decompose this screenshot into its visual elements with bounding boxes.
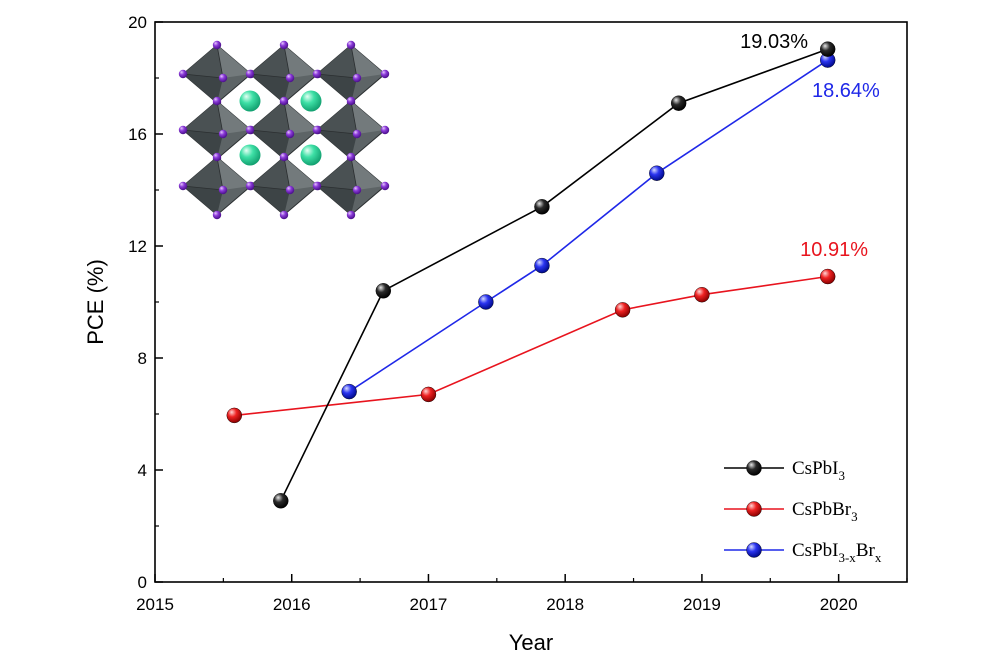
iodide-atom [212,96,222,106]
octahedron [316,100,386,160]
iodide-atom [352,185,362,195]
octahedron [182,44,252,104]
y-tick-label-16: 16 [128,125,147,144]
y-tick-label-4: 4 [138,461,147,480]
octahedron [249,156,319,216]
cesium-atom [239,144,261,166]
series-line-CsPbBr3 [234,275,828,417]
point-CsPbI3-4 [819,41,836,57]
point-CsPbI3-xBrx-2 [534,257,550,274]
iodide-atom [218,129,228,139]
point-CsPbI3-xBrx-1 [478,294,494,310]
x-tick-label-2020: 2020 [820,595,858,614]
legend-marker-CsPbI3-xBrx [746,542,762,558]
legend-marker-CsPbI3 [746,460,762,476]
y-tick-label-8: 8 [138,349,147,368]
annotation-cspbbr3-max: 10.91% [800,239,868,261]
x-tick-label-2015: 2015 [136,595,174,614]
iodide-atom [346,152,356,162]
iodide-atom [279,152,289,162]
iodide-atom [346,96,356,106]
iodide-atom [312,125,322,135]
iodide-atom [285,185,295,195]
point-CsPbI3-xBrx-0 [341,383,357,400]
iodide-atom [212,40,222,50]
y-tick-label-12: 12 [128,237,147,256]
y-tick-label-20: 20 [128,13,147,32]
octahedron [182,100,252,160]
octahedron [249,44,319,104]
legend-label-CsPbI3-xBrx: CsPbI3-xBrx [792,540,882,565]
octahedron [182,156,252,216]
plot-frame [154,21,908,583]
iodide-atom [279,96,289,106]
iodide-atom [380,181,390,191]
point-CsPbBr3-3 [694,287,710,303]
x-tick-label-2016: 2016 [273,595,311,614]
iodide-atom [285,129,295,139]
point-CsPbI3-1 [375,283,392,299]
iodide-atom [352,73,362,83]
cesium-atom [300,90,322,112]
series-line-CsPbI3-xBrx [348,59,829,393]
point-CsPbBr3-2 [614,302,631,318]
iodide-atom [312,181,322,191]
point-CsPbI3-2 [534,199,550,215]
iodide-atom [245,125,255,135]
octahedron [249,100,319,160]
cesium-atom [239,90,261,112]
iodide-atom [380,69,390,79]
octahedron [316,156,386,216]
iodide-atom [218,73,228,83]
point-CsPbBr3-1 [420,386,437,403]
legend-marker-CsPbBr3 [746,501,762,517]
annotation-mixed-max: 18.64% [812,80,880,102]
iodide-atom [346,210,356,220]
point-CsPbBr3-4 [819,268,836,285]
point-CsPbI3-0 [273,493,289,509]
x-axis-ticks: 2015 2016 2017 2018 2019 2020 [136,574,908,614]
series-layer [226,41,836,509]
iodide-atom [352,129,362,139]
iodide-atom [178,181,188,191]
cesium-atom [300,144,322,166]
crystal-structure-inset [178,40,390,220]
x-axis-title: Year [509,630,553,655]
iodide-atom [245,69,255,79]
annotation-cspbi3-max: 19.03% [740,31,808,53]
x-tick-label-2019: 2019 [683,595,721,614]
y-axis-title: PCE (%) [83,259,108,345]
point-CsPbI3-3 [670,95,687,111]
y-tick-label-0: 0 [138,573,147,592]
x-tick-label-2017: 2017 [410,595,448,614]
y-axis-ticks: 0 4 8 12 16 20 [128,13,163,592]
iodide-atom [178,125,188,135]
point-CsPbBr3-0 [226,407,243,424]
legend-label-CsPbBr3: CsPbBr3 [792,499,858,524]
legend-label-CsPbI3: CsPbI3 [792,458,845,483]
iodide-atom [279,40,289,50]
iodide-atom [312,69,322,79]
iodide-atom [346,40,356,50]
iodide-atom [212,210,222,220]
iodide-atom [212,152,222,162]
iodide-atom [285,73,295,83]
iodide-atom [218,185,228,195]
x-tick-label-2018: 2018 [546,595,584,614]
iodide-atom [178,69,188,79]
octahedron [316,44,386,104]
legend: CsPbI3 CsPbBr3 CsPbI3-xBrx [724,458,882,565]
plot-axes [154,21,908,583]
point-CsPbI3-xBrx-3 [649,165,665,181]
iodide-atom [380,125,390,135]
iodide-atom [279,210,289,220]
iodide-atom [245,181,255,191]
